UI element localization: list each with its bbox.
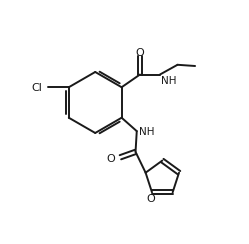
Text: NH: NH: [139, 127, 155, 137]
Text: NH: NH: [161, 76, 177, 86]
Text: O: O: [146, 194, 155, 204]
Text: Cl: Cl: [32, 83, 42, 93]
Text: O: O: [107, 154, 116, 164]
Text: O: O: [135, 48, 144, 58]
